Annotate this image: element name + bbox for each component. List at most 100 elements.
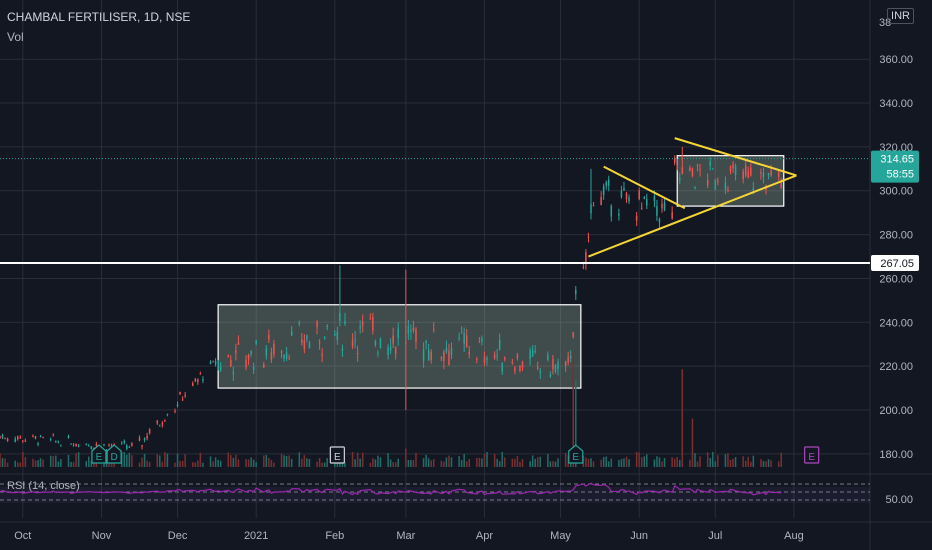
- event-marker-shape: [568, 444, 584, 464]
- candle-body: [192, 383, 194, 386]
- candle-body: [729, 166, 732, 172]
- candle-body: [387, 347, 389, 356]
- y-tick-label: 220.00: [879, 361, 913, 373]
- x-tick-label: Nov: [92, 530, 112, 542]
- volume-bar: [323, 462, 326, 467]
- candle-body: [709, 161, 711, 166]
- candle-body: [691, 168, 694, 177]
- volume-bar: [610, 458, 613, 467]
- volume-bar: [351, 451, 354, 467]
- volume-bar: [22, 452, 24, 467]
- volume-bar: [60, 459, 62, 467]
- volume-bar: [765, 461, 767, 467]
- candle-body: [161, 422, 164, 425]
- candle-body: [582, 266, 585, 268]
- candle-body: [77, 445, 80, 447]
- candle-body: [164, 420, 166, 422]
- trendline[interactable]: [603, 165, 686, 210]
- event-marker-e[interactable]: E: [804, 446, 820, 464]
- range-rectangle[interactable]: [676, 155, 785, 207]
- volume-bar: [582, 455, 585, 467]
- event-marker-d[interactable]: D: [106, 444, 122, 464]
- candle-body: [618, 213, 620, 216]
- y-tick-label: 180.00: [879, 449, 913, 461]
- volume-bar: [387, 453, 389, 467]
- volume-bar: [628, 459, 630, 467]
- volume-bar: [126, 454, 128, 467]
- candle-body: [379, 338, 382, 349]
- volume-bar: [131, 455, 133, 467]
- volume-bar: [359, 458, 361, 467]
- candle-body: [389, 346, 392, 351]
- volume-bar: [600, 459, 602, 467]
- candle-body: [72, 444, 75, 446]
- volume-bar: [209, 456, 212, 467]
- y-tick-label: 300.00: [879, 186, 913, 198]
- candle-body: [460, 332, 463, 334]
- volume-bar: [389, 459, 392, 467]
- candle-body: [70, 443, 72, 445]
- volume-bar: [498, 461, 501, 467]
- event-marker-e[interactable]: E: [329, 446, 345, 464]
- volume-bar: [750, 461, 752, 467]
- candle-body: [199, 373, 202, 375]
- x-tick-label: Feb: [325, 530, 344, 542]
- candle-body: [356, 352, 359, 354]
- candle-body: [699, 169, 701, 171]
- candle-body: [123, 440, 126, 443]
- rsi-title: RSI (14, close): [7, 480, 80, 492]
- candle-body: [569, 356, 572, 359]
- candle-body: [219, 366, 222, 371]
- volume-bar: [37, 460, 39, 467]
- volume-bar: [361, 452, 364, 467]
- candle-body: [361, 321, 364, 326]
- candle-body: [465, 335, 468, 348]
- volume-bar: [734, 457, 737, 467]
- volume-bar: [270, 459, 273, 467]
- volume-bar: [425, 454, 427, 467]
- candle-body: [341, 348, 344, 352]
- event-marker-e[interactable]: E: [568, 444, 584, 464]
- volume-bar: [547, 453, 549, 467]
- volume-bar: [372, 458, 374, 467]
- event-marker-e[interactable]: E: [91, 444, 107, 464]
- trendline[interactable]: [588, 174, 797, 258]
- symbol-title[interactable]: CHAMBAL FERTILISER, 1D, NSE: [7, 10, 191, 24]
- candle-body: [536, 367, 539, 369]
- candle-body: [450, 348, 453, 356]
- volume-bar: [288, 455, 290, 467]
- candle-body: [592, 205, 595, 207]
- volume-bar: [671, 457, 673, 467]
- candle-body: [620, 190, 623, 198]
- volume-bars: [0, 352, 782, 467]
- trendline[interactable]: [674, 137, 797, 177]
- volume-bar: [592, 461, 595, 467]
- volume-bar: [468, 458, 471, 467]
- volume-bar: [590, 458, 592, 467]
- candle-body: [377, 352, 379, 354]
- candle-body: [1, 435, 4, 439]
- currency-badge[interactable]: INR: [887, 8, 914, 24]
- candle-body: [777, 171, 780, 177]
- candle-body: [52, 434, 55, 436]
- candle-body: [235, 350, 237, 353]
- volume-bar: [536, 457, 539, 467]
- candle-body: [232, 371, 235, 374]
- candle-body: [724, 182, 727, 190]
- candle-body: [16, 436, 19, 440]
- volume-bar: [575, 380, 577, 467]
- candle-body: [141, 445, 143, 447]
- range-rectangle[interactable]: [217, 304, 582, 389]
- candle-body: [600, 197, 602, 206]
- volume-bar: [458, 456, 460, 467]
- volume-bar: [34, 460, 37, 467]
- volume-bar: [318, 457, 321, 467]
- volume-bar: [767, 459, 770, 467]
- candle-body: [24, 440, 27, 442]
- candle-body: [605, 182, 607, 186]
- volume-bar: [486, 451, 488, 467]
- volume-bar: [227, 452, 230, 467]
- volume-bar: [742, 456, 744, 467]
